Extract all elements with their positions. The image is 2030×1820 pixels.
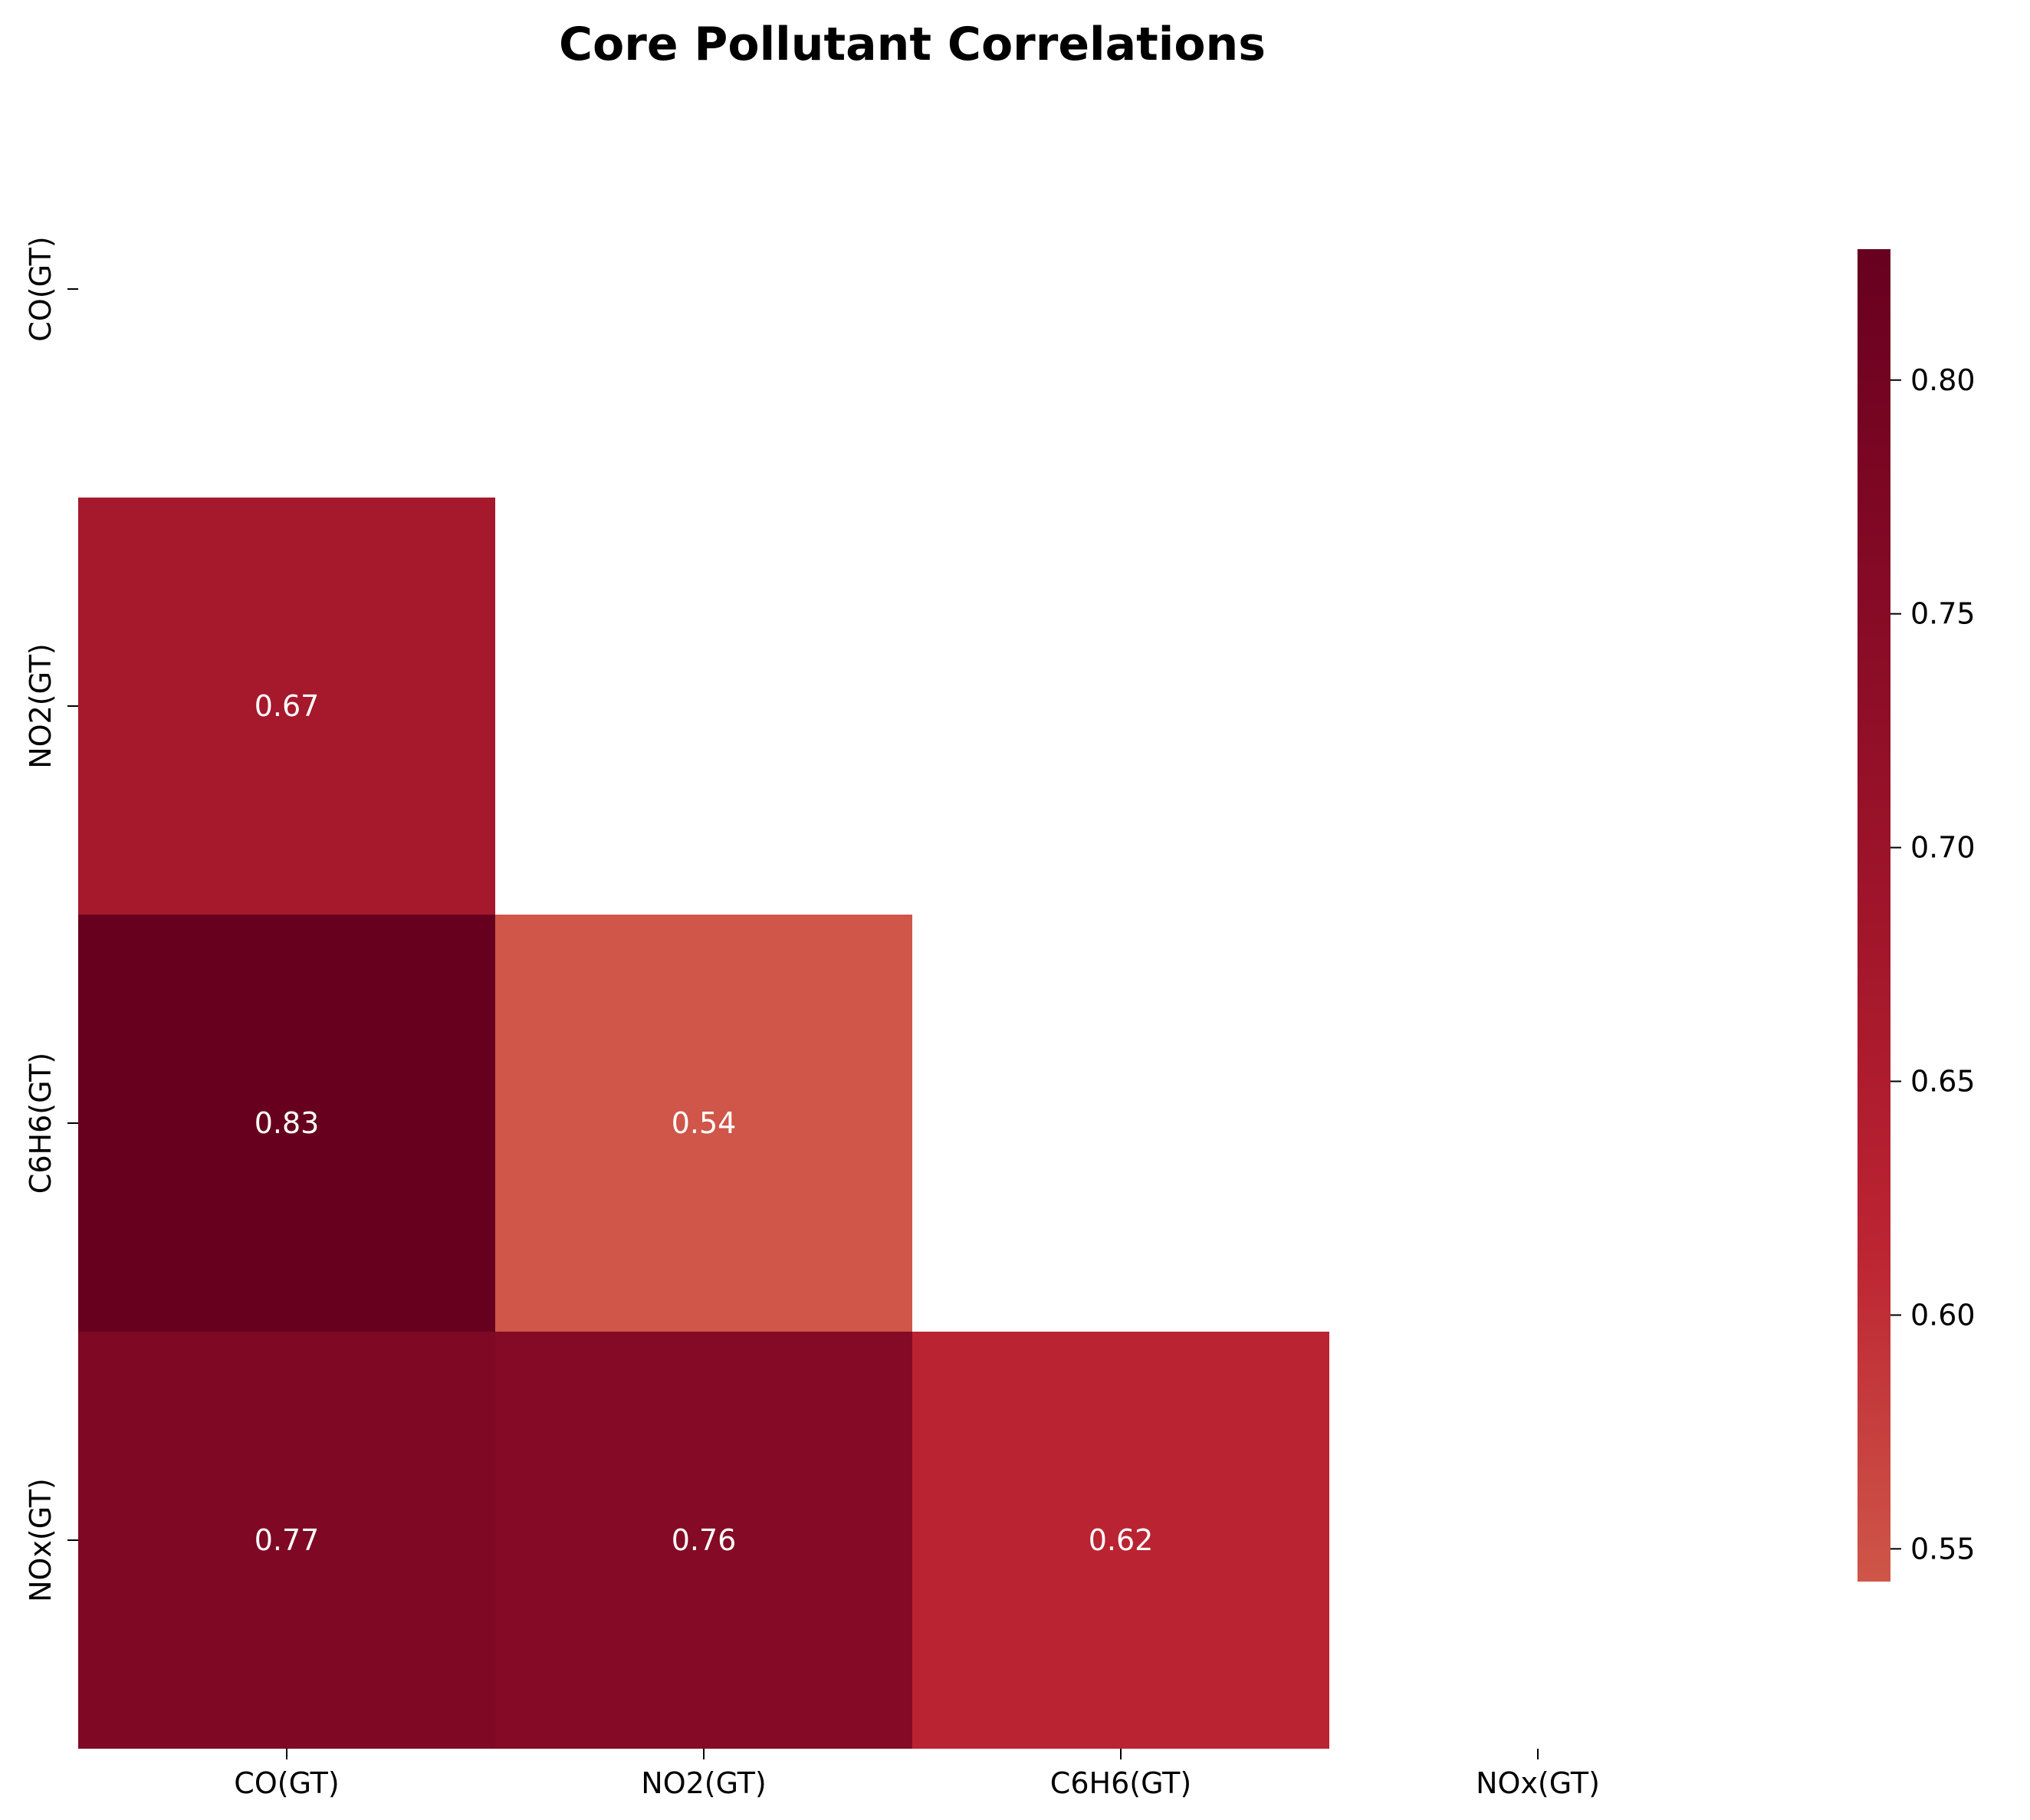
- x-axis: CO(GT) NO2(GT) C6H6(GT) NOx(GT): [234, 1749, 1600, 1800]
- colorbar-tick-label: 0.65: [1910, 1064, 1976, 1098]
- heatmap-cell-nox-gt-c6h6-gt: [912, 1332, 1329, 1749]
- heatmap-cell-no2-gt-co-gt: [78, 498, 495, 915]
- cell-value-label: 0.67: [255, 689, 320, 723]
- colorbar: 0.80 0.75 0.70 0.65 0.60 0.55: [1858, 249, 1976, 1582]
- y-axis: CO(GT) NO2(GT) C6H6(GT) NOx(GT): [24, 236, 78, 1602]
- cell-value-label: 0.76: [672, 1523, 737, 1557]
- colorbar-tick-label: 0.70: [1910, 831, 1976, 865]
- heatmap-cell-c6h6-gt-co-gt: [78, 915, 495, 1332]
- x-tick-label-co-gt: CO(GT): [234, 1766, 339, 1800]
- heatmap-cells: 0.67 0.83 0.54 0.77 0.76 0.62: [78, 498, 1329, 1749]
- colorbar-gradient: [1858, 249, 1890, 1582]
- heatmap-cell-nox-gt-no2-gt: [495, 1332, 912, 1749]
- colorbar-tick-label: 0.60: [1910, 1298, 1976, 1332]
- y-tick-label-c6h6-gt: C6H6(GT): [24, 1053, 57, 1194]
- heatmap-cell-c6h6-gt-no2-gt: [495, 915, 912, 1332]
- y-tick-label-nox-gt: NOx(GT): [24, 1478, 57, 1602]
- x-tick-label-nox-gt: NOx(GT): [1476, 1766, 1600, 1800]
- x-tick-label-c6h6-gt: C6H6(GT): [1050, 1766, 1191, 1800]
- cell-value-label: 0.77: [255, 1523, 320, 1557]
- cell-value-label: 0.54: [672, 1106, 737, 1140]
- colorbar-tick-label: 0.55: [1910, 1532, 1976, 1565]
- chart-title: Core Pollutant Correlations: [559, 18, 1266, 71]
- cell-value-label: 0.62: [1089, 1523, 1154, 1557]
- colorbar-tick-label: 0.75: [1910, 597, 1976, 631]
- y-tick-label-co-gt: CO(GT): [24, 236, 57, 341]
- cell-value-label: 0.83: [255, 1106, 320, 1140]
- y-tick-label-no2-gt: NO2(GT): [24, 643, 57, 768]
- heatmap-cell-nox-gt-co-gt: [78, 1332, 495, 1749]
- colorbar-tick-label: 0.80: [1910, 363, 1976, 397]
- x-tick-label-no2-gt: NO2(GT): [641, 1766, 766, 1800]
